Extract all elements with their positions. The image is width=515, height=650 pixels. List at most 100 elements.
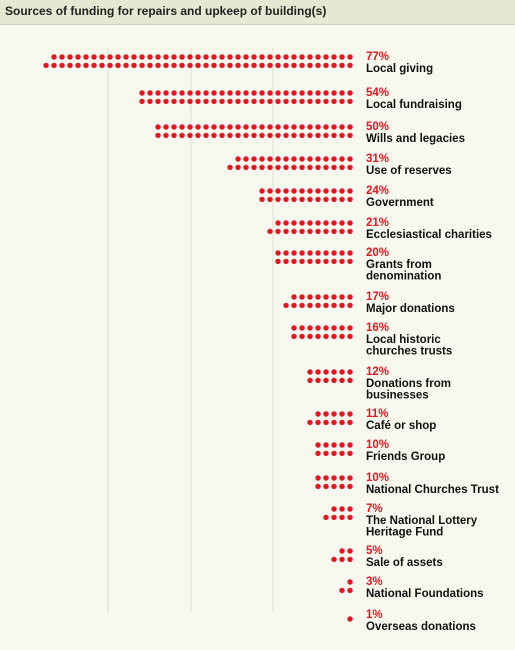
dot: [227, 132, 233, 139]
dot: [187, 54, 193, 60]
dot: [323, 98, 329, 105]
dot: [347, 302, 353, 309]
dot: [275, 54, 281, 60]
dot: [339, 411, 345, 417]
chart-title: Sources of funding for repairs and upkee…: [5, 4, 327, 18]
dot: [307, 377, 313, 384]
dot: [235, 90, 241, 96]
dot: [339, 548, 345, 554]
category-label: Grants from: [366, 259, 432, 271]
dot: [307, 90, 313, 96]
dot: [347, 506, 353, 512]
dot: [339, 54, 345, 60]
dot: [235, 156, 241, 162]
dot: [155, 90, 161, 96]
dot: [171, 98, 177, 105]
dot: [339, 90, 345, 96]
dot: [99, 62, 105, 69]
dot: [147, 90, 153, 96]
dot: [331, 228, 337, 235]
dot: [251, 164, 257, 171]
category-label: Heritage Fund: [366, 527, 443, 539]
dot: [139, 54, 145, 60]
dot: [315, 369, 321, 375]
dot: [347, 325, 353, 331]
category-label: National Foundations: [366, 588, 484, 600]
category-label: The National Lottery: [366, 515, 478, 527]
value-label: 20%: [366, 247, 389, 259]
dot: [307, 188, 313, 194]
dot: [339, 556, 345, 563]
dot: [331, 188, 337, 194]
dot: [347, 124, 353, 130]
bar-9: [291, 325, 353, 340]
dot: [323, 62, 329, 69]
dot: [307, 54, 313, 60]
dot: [307, 325, 313, 331]
dot: [331, 54, 337, 60]
dot: [235, 98, 241, 105]
dot: [203, 90, 209, 96]
dot: [323, 369, 329, 375]
dot: [171, 62, 177, 69]
dot: [267, 62, 273, 69]
dot: [307, 333, 313, 340]
dot: [67, 62, 73, 69]
dot: [291, 325, 297, 331]
dot: [283, 124, 289, 130]
dot: [243, 124, 249, 130]
dot: [315, 302, 321, 309]
dot: [251, 90, 257, 96]
dot: [347, 450, 353, 457]
dot: [227, 62, 233, 69]
dot: [299, 188, 305, 194]
dot: [155, 62, 161, 69]
dot: [43, 62, 49, 69]
dot: [347, 333, 353, 340]
dot: [235, 164, 241, 171]
dot: [243, 62, 249, 69]
dot: [163, 124, 169, 130]
dot: [347, 475, 353, 481]
dot: [323, 377, 329, 384]
dot: [227, 98, 233, 105]
dot: [331, 164, 337, 171]
dot: [275, 164, 281, 171]
dot: [323, 302, 329, 309]
dot: [267, 132, 273, 139]
dot: [331, 302, 337, 309]
dot: [51, 54, 57, 60]
dot: [219, 132, 225, 139]
dot: [179, 132, 185, 139]
dot: [307, 156, 313, 162]
dot: [299, 294, 305, 300]
dot: [347, 98, 353, 105]
dot: [243, 132, 249, 139]
dot: [323, 90, 329, 96]
dot: [147, 98, 153, 105]
category-label: Café or shop: [366, 420, 436, 432]
bar-5: [259, 188, 353, 203]
dot: [163, 132, 169, 139]
bar-14: [323, 506, 353, 521]
dot: [259, 98, 265, 105]
dot: [347, 54, 353, 60]
dot: [299, 250, 305, 256]
dot: [315, 196, 321, 203]
dot: [339, 98, 345, 105]
dot: [259, 156, 265, 162]
dot: [275, 220, 281, 226]
dot: [203, 62, 209, 69]
dot: [323, 475, 329, 481]
category-label: businesses: [366, 390, 429, 402]
dot: [107, 62, 113, 69]
dot: [251, 156, 257, 162]
dot: [275, 132, 281, 139]
dot: [139, 90, 145, 96]
dot: [131, 62, 137, 69]
dot: [339, 196, 345, 203]
dot: [163, 98, 169, 105]
dot: [323, 419, 329, 426]
dot: [283, 62, 289, 69]
dot: [267, 196, 273, 203]
